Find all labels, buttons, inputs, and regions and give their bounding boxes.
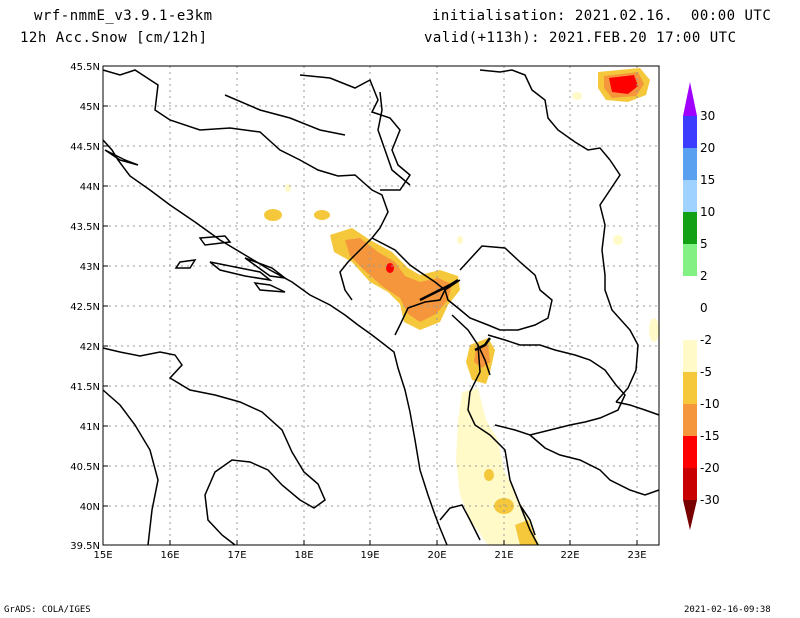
- colorbar-swatch: [683, 180, 697, 212]
- colorbar-swatch: [683, 468, 697, 500]
- lat-label: 40N: [80, 502, 100, 513]
- lat-label: 41.5N: [70, 382, 100, 393]
- colorbar-swatch: [683, 340, 697, 372]
- colorbar-swatch: [683, 308, 697, 340]
- longitude-labels: 15E 16E 17E 18E 19E 20E 21E 22E 23E: [93, 550, 646, 561]
- colorbar: [683, 82, 697, 530]
- colorbar-label: 15: [700, 173, 715, 187]
- lon-label: 23E: [627, 550, 646, 561]
- colorbar-label: -15: [700, 429, 720, 443]
- lat-label: 45N: [80, 102, 100, 113]
- lat-label: 43.5N: [70, 222, 100, 233]
- colorbar-label: 20: [700, 141, 715, 155]
- colorbar-swatch: [683, 244, 697, 276]
- lat-label: 45.5N: [70, 62, 100, 73]
- valid-time: valid(+113h): 2021.FEB.20 17:00 UTC: [424, 30, 737, 46]
- model-title: wrf-nmmE_v3.9.1-e3km: [34, 8, 213, 24]
- lon-label: 17E: [227, 550, 246, 561]
- colorbar-swatch: [683, 212, 697, 244]
- lat-label: 42.5N: [70, 302, 100, 313]
- lon-label: 19E: [360, 550, 379, 561]
- colorbar-label: 5: [700, 237, 708, 251]
- lat-label: 40.5N: [70, 462, 100, 473]
- lat-label: 42N: [80, 342, 100, 353]
- lat-label: 44N: [80, 182, 100, 193]
- colorbar-label: 30: [700, 109, 715, 123]
- lat-label: 41N: [80, 422, 100, 433]
- colorbar-label: 10: [700, 205, 715, 219]
- colorbar-label: -20: [700, 461, 720, 475]
- colorbar-label: -30: [700, 493, 720, 507]
- tick-marks: [102, 65, 638, 546]
- country-border-highlight: [419, 278, 492, 352]
- colorbar-label: 0: [700, 301, 708, 315]
- colorbar-label: -5: [700, 365, 712, 379]
- lon-label: 21E: [494, 550, 513, 561]
- grads-credit: GrADS: COLA/IGES: [4, 605, 91, 615]
- lon-label: 16E: [160, 550, 179, 561]
- colorbar-swatch: [683, 116, 697, 148]
- colorbar-swatch: [683, 436, 697, 468]
- lon-label: 20E: [427, 550, 446, 561]
- colorbar-swatch: [683, 404, 697, 436]
- colorbar-top-arrow: [683, 82, 697, 116]
- field-title: 12h Acc.Snow [cm/12h]: [20, 30, 208, 46]
- lat-label: 43N: [80, 262, 100, 273]
- coastlines-borders: [102, 69, 660, 546]
- colorbar-label: -10: [700, 397, 720, 411]
- lon-label: 15E: [93, 550, 112, 561]
- snow-shading: [264, 68, 659, 545]
- colorbar-label: -2: [700, 333, 712, 347]
- lon-label: 18E: [294, 550, 313, 561]
- lat-label: 44.5N: [70, 142, 100, 153]
- init-time: initialisation: 2021.02.16. 00:00 UTC: [432, 8, 772, 24]
- lon-label: 22E: [560, 550, 579, 561]
- lat-label: 39.5N: [70, 541, 100, 552]
- colorbar-labels: 30 20 15 10 5 2 0 -2 -5 -10 -15 -20 -30: [700, 109, 720, 507]
- colorbar-label: 2: [700, 269, 708, 283]
- render-timestamp: 2021-02-16-09:38: [684, 605, 771, 615]
- colorbar-swatch: [683, 372, 697, 404]
- latitude-labels: 45.5N 45N 44.5N 44N 43.5N 43N 42.5N 42N …: [70, 62, 100, 552]
- colorbar-swatch: [683, 276, 697, 308]
- colorbar-swatch: [683, 148, 697, 180]
- colorbar-bottom-arrow: [683, 500, 697, 530]
